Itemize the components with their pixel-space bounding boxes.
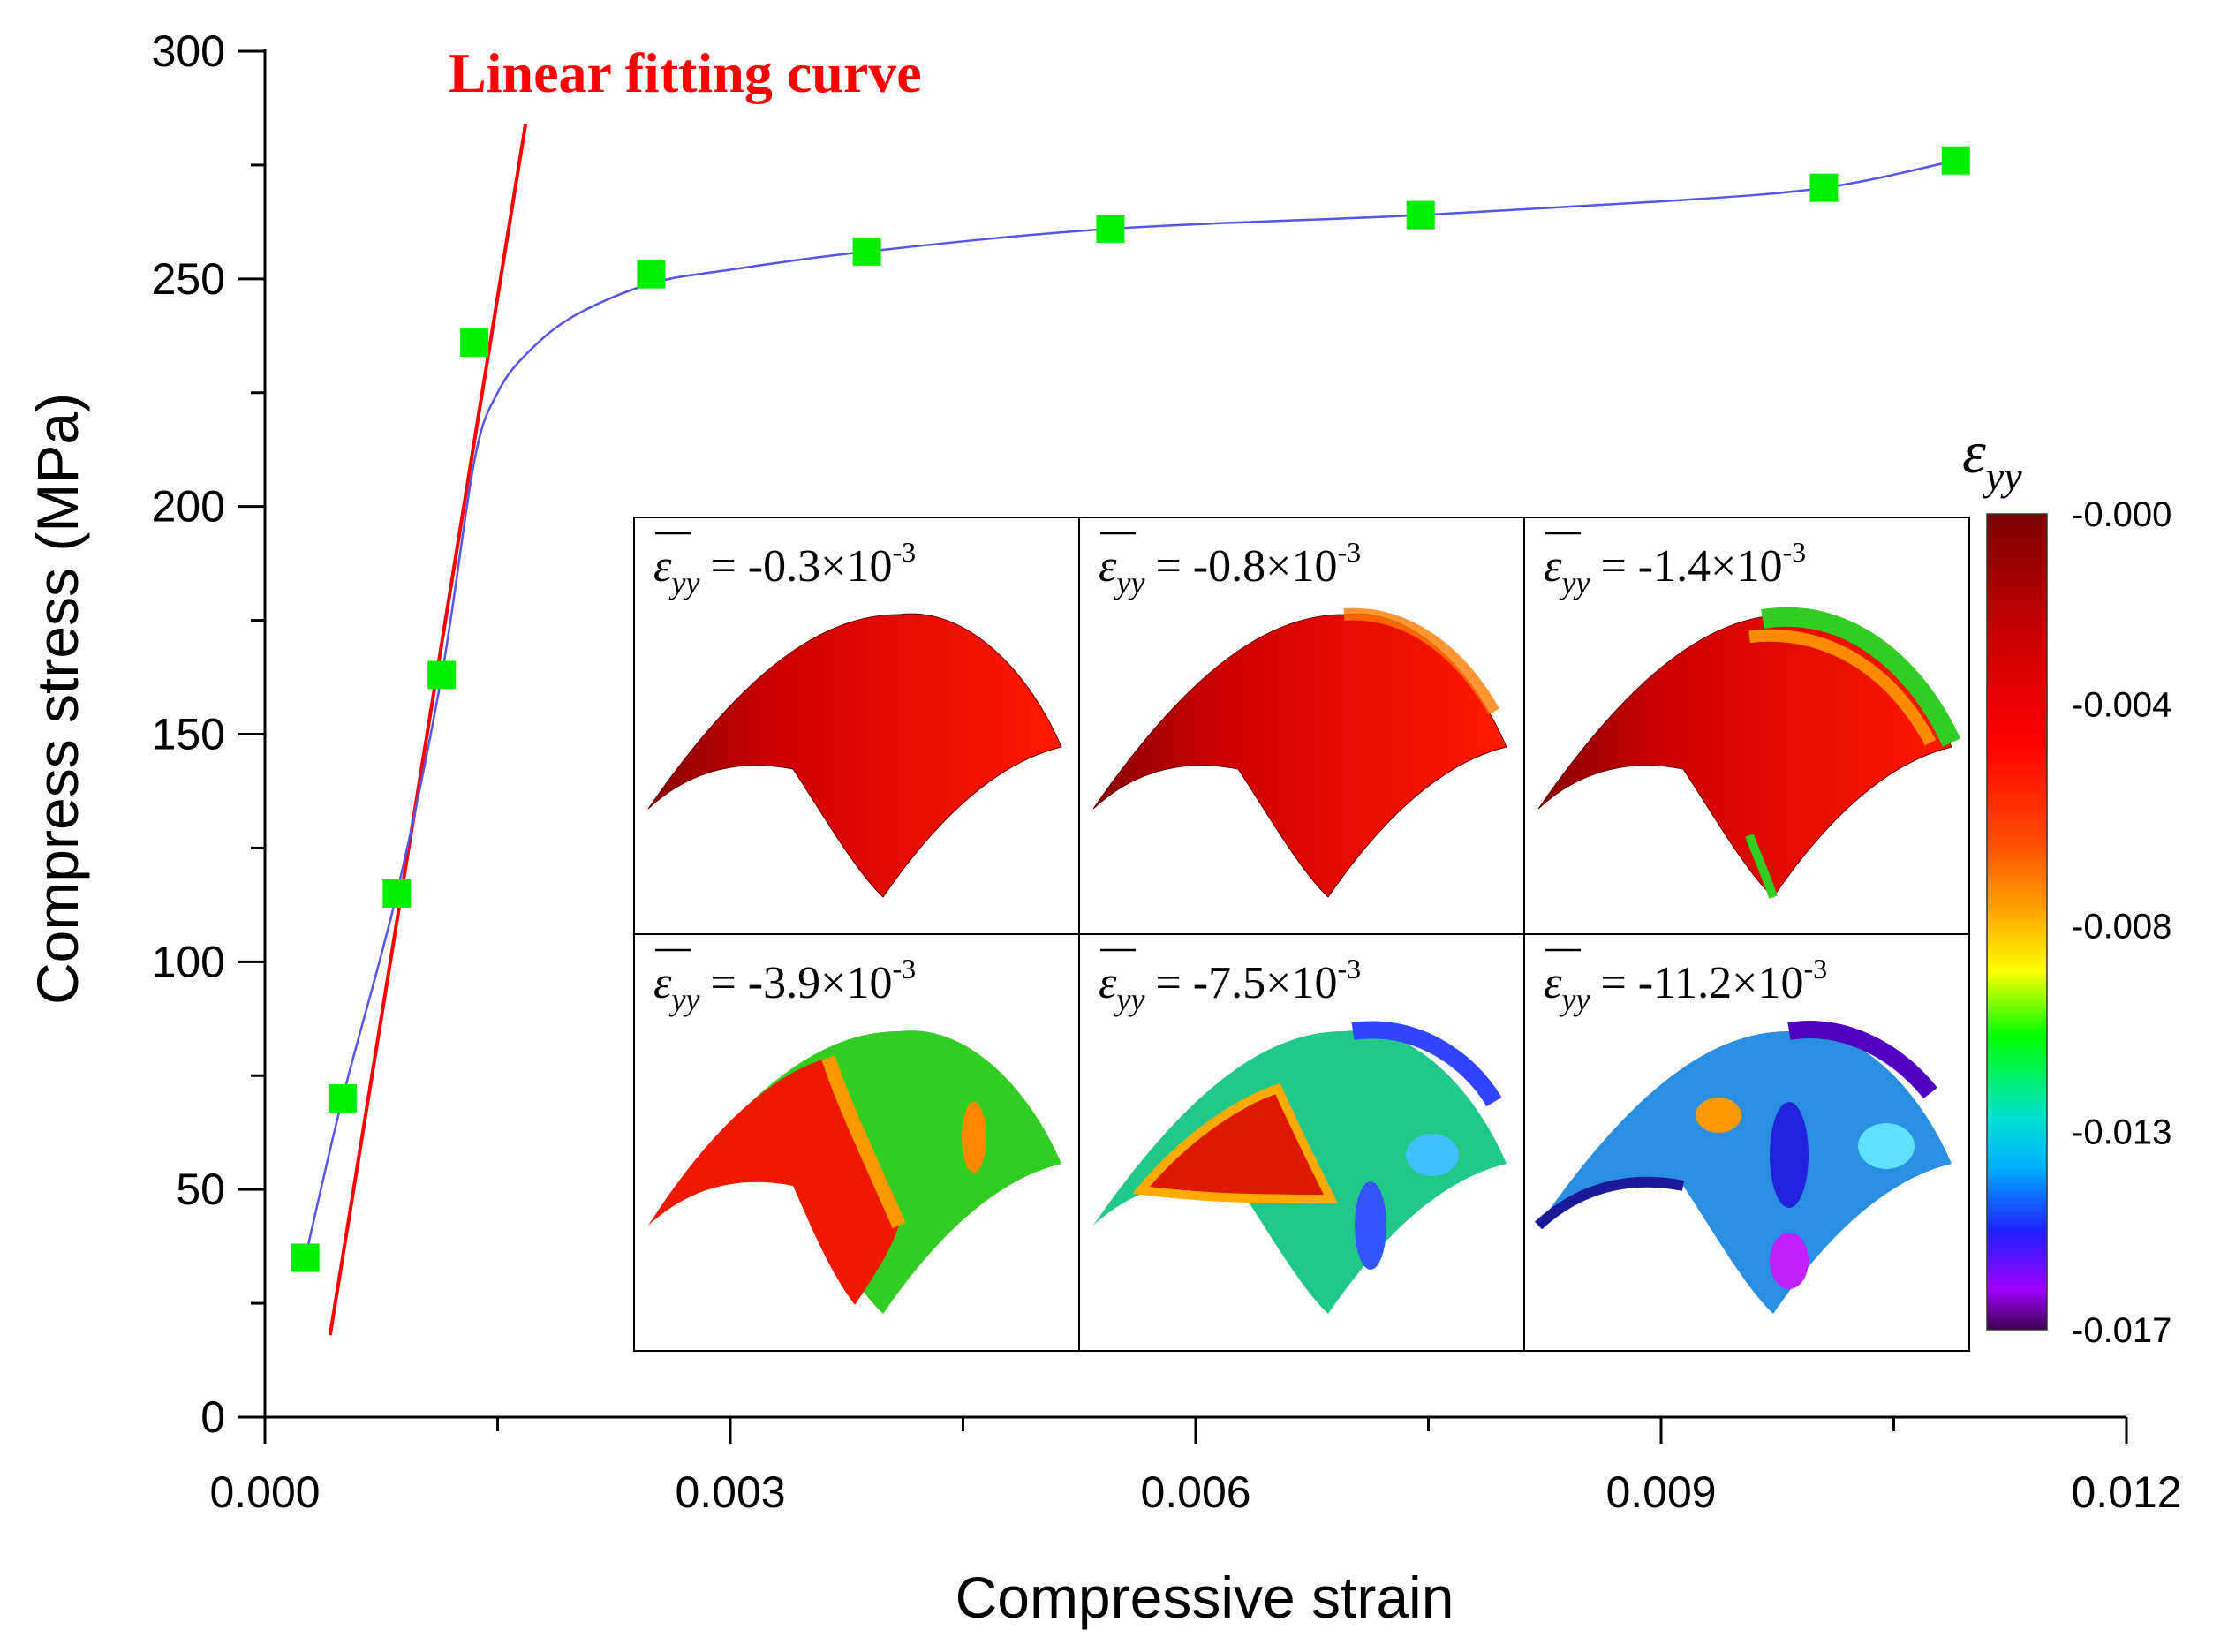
- strain-spot: [1696, 1098, 1741, 1133]
- data-point-marker: [328, 1084, 357, 1113]
- linear-fit-label: Linear fitting curve: [449, 41, 922, 104]
- strain-band: [1745, 834, 1778, 899]
- data-point-marker: [291, 1243, 320, 1272]
- plot-area: Linear fitting curve: [291, 41, 1970, 1336]
- panel-strain-label: εyy = -0.3×10-3: [653, 536, 916, 600]
- data-point-marker: [1809, 173, 1839, 202]
- strain-surface: [1092, 613, 1507, 898]
- strain-map-panel: εyy = -1.4×10-3: [1537, 532, 1960, 899]
- strain-spot: [1858, 1123, 1915, 1169]
- y-tick-label: 50: [176, 1165, 225, 1214]
- y-tick-label: 150: [152, 710, 225, 759]
- colorbar: εyy -0.000 -0.004 -0.008 -0.013 -0.017: [1962, 419, 2171, 1350]
- data-point-marker: [427, 660, 457, 690]
- strain-spot: [1406, 1134, 1459, 1176]
- panel-strain-label: εyy = -1.4×10-3: [1544, 536, 1806, 600]
- strain-spot: [962, 1102, 986, 1173]
- x-tick-label: 0.006: [1140, 1467, 1250, 1517]
- data-point-marker: [637, 260, 666, 289]
- colorbar-tick-label: -0.000: [2072, 495, 2171, 534]
- colorbar-tick-label: -0.013: [2072, 1113, 2171, 1151]
- y-tick-label: 0: [200, 1392, 225, 1442]
- panel-strain-label: εyy = -3.9×10-3: [653, 953, 916, 1017]
- panel-strain-label: εyy = -7.5×10-3: [1099, 953, 1361, 1017]
- strain-map-panel: εyy = -0.8×10-3: [1092, 532, 1507, 898]
- colorbar-title: εyy: [1962, 419, 2022, 499]
- strain-surface: [1538, 1030, 1952, 1314]
- colorbar-tick-label: -0.008: [2072, 908, 2171, 947]
- x-tick-label: 0.012: [2071, 1467, 2181, 1517]
- strain-band: [1748, 629, 1937, 746]
- strain-spot: [1770, 1233, 1809, 1289]
- data-point-marker: [1941, 146, 1970, 175]
- strain-band: [1343, 607, 1500, 715]
- data-point-marker: [382, 879, 412, 908]
- strain-band: [648, 1058, 899, 1305]
- y-tick-label: 100: [152, 937, 225, 986]
- data-point-marker: [852, 237, 881, 266]
- panel-strain-label: εyy = -0.8×10-3: [1099, 536, 1361, 600]
- panel-strain-label: εyy = -11.2×10-3: [1544, 953, 1827, 1017]
- axes: 0 50 100 150 200 250 300 0.000 0.003 0.006 0.009 0.…: [25, 26, 2182, 1630]
- x-tick-label: 0.003: [675, 1467, 785, 1517]
- y-tick-label: 200: [152, 482, 225, 532]
- strain-surface: [647, 613, 1062, 898]
- colorbar-tick-label: -0.017: [2072, 1311, 2171, 1350]
- strain-map-panel: εyy = -11.2×10-3: [1534, 948, 1952, 1314]
- y-tick-label: 250: [152, 254, 225, 304]
- strain-map-panel: εyy = -0.3×10-3: [647, 532, 1062, 898]
- y-axis-title: Compress stress (MPa): [25, 393, 90, 1005]
- strain-maps-inset: εyy = -0.3×10-3 εyy = -0.8×10-3 εyy = -1.4×10…: [633, 517, 1970, 1352]
- x-axis-title: Compressive strain: [955, 1565, 1454, 1630]
- strain-surface: [1537, 613, 1952, 898]
- data-point-marker: [1096, 215, 1125, 244]
- strain-band: [821, 1055, 906, 1229]
- x-tick-label: 0.009: [1605, 1467, 1716, 1517]
- x-tick-label: 0.000: [209, 1467, 320, 1517]
- strain-band: [1761, 607, 1960, 747]
- linear-fit-line: [328, 124, 528, 1336]
- strain-map-panel: εyy = -7.5×10-3: [1093, 948, 1507, 1314]
- strain-map-panel: εyy = -3.9×10-3: [648, 948, 1061, 1314]
- strain-spot: [1770, 1102, 1809, 1208]
- y-tick-label: 300: [152, 26, 225, 76]
- strain-band: [1351, 1021, 1502, 1107]
- colorbar-tick-label: -0.004: [2072, 685, 2171, 724]
- colorbar-gradient: [1986, 513, 2048, 1331]
- data-point-marker: [1406, 200, 1435, 230]
- strain-spot: [1355, 1181, 1386, 1270]
- data-point-marker: [460, 328, 489, 358]
- strain-band: [1787, 1021, 1937, 1099]
- strain-band: [1132, 1082, 1339, 1204]
- strain-band: [1534, 1176, 1685, 1230]
